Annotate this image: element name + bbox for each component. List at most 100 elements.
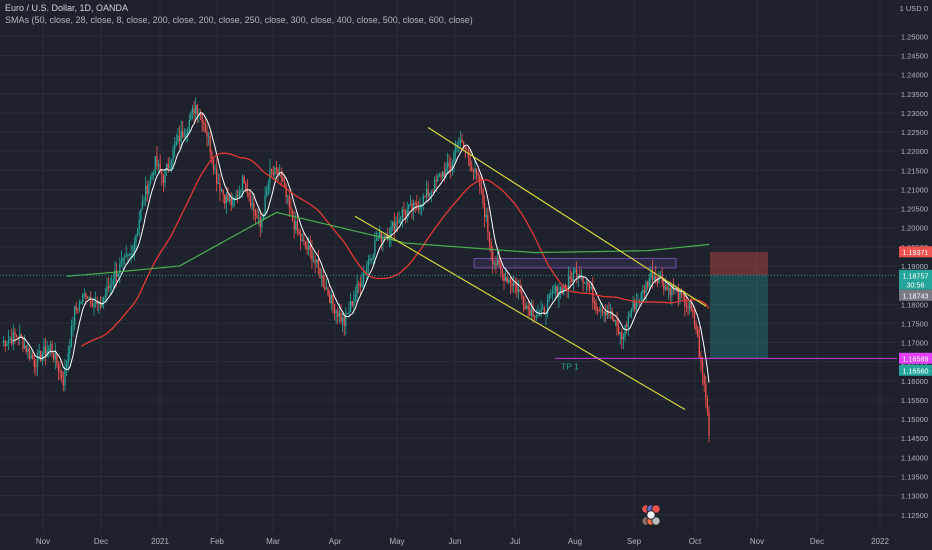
candle-body xyxy=(572,272,575,283)
candle-body xyxy=(282,177,284,182)
candle-body xyxy=(495,262,497,266)
candle-body xyxy=(508,279,510,283)
candle-body xyxy=(314,260,316,263)
time-axis[interactable]: Nov Dec 2021 Feb Mar Apr May Jun Jul Aug Sep Oct Nov… xyxy=(36,537,890,546)
candle-body xyxy=(582,277,584,284)
candle-body xyxy=(30,355,32,359)
price-label-text: 30:56 xyxy=(907,280,925,289)
price-tick-label: 1.15500 xyxy=(901,396,928,405)
candle-body xyxy=(575,269,578,277)
candle-body xyxy=(472,170,474,172)
candle-body xyxy=(36,352,39,367)
candle-body xyxy=(61,371,63,379)
symbol-title[interactable]: Euro / U.S. Dollar, 1D, OANDA xyxy=(5,3,129,13)
channel-upper-line[interactable] xyxy=(427,126,707,307)
event-markers[interactable] xyxy=(641,504,661,526)
candle-body xyxy=(451,161,454,169)
candle-body xyxy=(298,230,300,234)
price-label-badge xyxy=(899,278,932,290)
candle-body xyxy=(663,282,665,290)
candle-body xyxy=(411,203,413,211)
candle-body xyxy=(111,283,113,285)
candle-body xyxy=(558,292,560,298)
candle-body xyxy=(430,191,433,194)
candle-body xyxy=(291,209,294,221)
candle-body xyxy=(656,278,659,283)
price-tick-label: 1.17500 xyxy=(901,319,928,328)
price-tick-label: 1.13500 xyxy=(901,473,928,482)
resistance-zone[interactable] xyxy=(473,257,677,269)
trend-channel[interactable] xyxy=(354,126,707,411)
candle-body xyxy=(626,324,628,327)
candle-body xyxy=(629,314,631,317)
position-tool[interactable] xyxy=(710,251,768,359)
candle-body xyxy=(106,286,108,296)
candle-body xyxy=(59,371,61,373)
candle-body xyxy=(471,166,473,171)
candle-body xyxy=(370,258,373,260)
candle-body xyxy=(567,276,570,288)
candle-body xyxy=(117,272,119,277)
candle-body xyxy=(94,301,97,304)
candle-body xyxy=(22,338,24,349)
price-label-text: 1.18743 xyxy=(903,291,929,300)
candle-body xyxy=(577,275,579,277)
candle-body xyxy=(474,168,476,172)
time-tick-label: Jun xyxy=(449,537,462,546)
candle-body xyxy=(272,171,274,175)
candle-body xyxy=(143,200,145,202)
candle-body xyxy=(203,122,205,125)
eu-flag-event-icon[interactable] xyxy=(651,516,661,526)
candle-body xyxy=(32,355,34,360)
price-tick-label: 1.23000 xyxy=(901,109,928,118)
time-tick-label: Dec xyxy=(810,537,824,546)
candle-body xyxy=(546,299,549,314)
time-tick-label: Jul xyxy=(510,537,520,546)
candle-body xyxy=(479,176,481,187)
candle-body xyxy=(601,309,604,314)
candle-body xyxy=(542,307,544,310)
resistance-rectangle[interactable] xyxy=(473,257,677,269)
candle-body xyxy=(450,166,452,169)
candle-body xyxy=(322,275,324,286)
take-profit-zone[interactable] xyxy=(710,275,768,359)
candle-body xyxy=(424,195,426,197)
candle-body xyxy=(185,132,187,137)
candle-body xyxy=(482,189,484,204)
candle-body xyxy=(585,281,587,283)
candle-body xyxy=(571,278,573,283)
candle-body xyxy=(52,353,55,360)
us-flag-event-icon[interactable] xyxy=(651,504,661,514)
candle-body xyxy=(109,284,111,289)
candle-body xyxy=(283,181,286,186)
candle-body xyxy=(132,253,134,255)
indicator-legend[interactable]: SMAs (50, close, 28, close, 8, close, 20… xyxy=(5,15,473,25)
candle-body xyxy=(177,135,179,142)
candle-body xyxy=(506,277,508,283)
price-tick-label: 1.22000 xyxy=(901,147,928,156)
candle-body xyxy=(475,168,478,175)
candle-body xyxy=(296,221,299,231)
eu-flag-event-icon[interactable] xyxy=(646,510,656,520)
candle-body xyxy=(563,285,565,294)
price-tick-label: 1.12500 xyxy=(901,511,928,520)
candle-body xyxy=(232,198,234,206)
stop-loss-zone[interactable] xyxy=(710,251,768,276)
candle-body xyxy=(564,285,566,288)
candle-body xyxy=(514,283,516,285)
candle-body xyxy=(703,374,705,385)
candle-body xyxy=(161,170,163,176)
candle-body xyxy=(122,257,124,262)
candle-body xyxy=(500,264,502,270)
candle-body xyxy=(191,108,194,113)
channel-lower-line[interactable] xyxy=(354,215,686,411)
candle-body xyxy=(561,287,563,294)
candle-body xyxy=(453,152,455,162)
candle-body xyxy=(6,343,8,347)
candle-body xyxy=(317,259,320,268)
candle-body xyxy=(419,205,421,210)
time-tick-label: Nov xyxy=(36,537,50,546)
candle-body xyxy=(624,324,626,337)
candle-body xyxy=(75,306,77,310)
